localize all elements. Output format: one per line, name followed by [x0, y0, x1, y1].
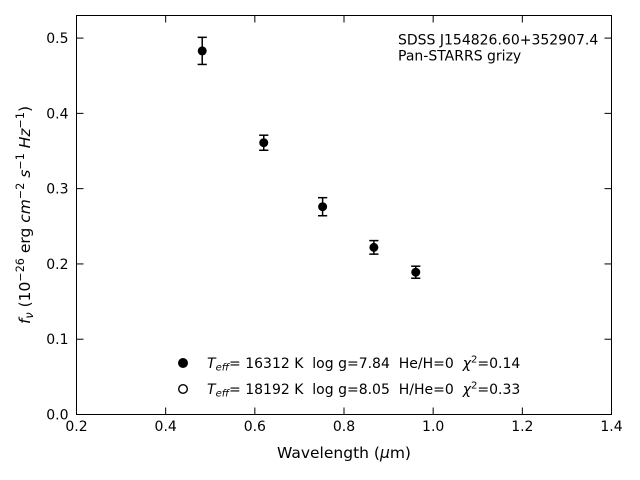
legend-entry-label: Teff= 16312 K log g=7.84 He/H=0 χ2=0.14 — [207, 355, 520, 374]
y-axis: 0.0 0.1 0.2 0.3 0.4 0.5 — [46, 31, 612, 424]
legend-entry: Teff= 16312 K log g=7.84 He/H=0 χ2=0.14 — [178, 355, 520, 374]
x-tick-label: 0.8 — [333, 419, 355, 435]
x-tick-label: 1.0 — [422, 419, 444, 435]
filled-circle-marker — [318, 202, 328, 212]
data-point — [197, 36, 207, 66]
annotation-object-name: SDSS J154826.60+352907.4 — [398, 33, 598, 49]
x-tick-label: 0.6 — [244, 419, 266, 435]
legend-entry: Teff= 18192 K log g=8.05 H/He=0 χ2=0.33 — [177, 381, 520, 400]
y-tick-label: 0.5 — [46, 31, 68, 47]
legend-entry-label: Teff= 18192 K log g=8.05 H/He=0 χ2=0.33 — [207, 381, 520, 400]
data-point — [259, 134, 269, 152]
y-tick-label: 0.3 — [46, 182, 68, 198]
x-tick-label: 0.4 — [155, 419, 177, 435]
y-tick-label: 0.1 — [46, 332, 68, 348]
filled-circle-marker — [369, 242, 379, 252]
x-tick-label: 1.2 — [511, 419, 533, 435]
data-point — [411, 265, 421, 279]
filled-circle-marker — [259, 138, 269, 148]
y-tick-label: 0.0 — [46, 408, 68, 424]
x-axis-label: Wavelength (μm) — [277, 444, 411, 462]
filled-circle-marker — [197, 46, 207, 56]
plot-frame — [76, 15, 612, 415]
x-tick-label: 0.2 — [65, 419, 87, 435]
filled-circle-marker — [411, 267, 421, 277]
annotation-survey-name: Pan-STARRS grizy — [398, 49, 521, 65]
y-tick-label: 0.4 — [46, 106, 68, 122]
data-point — [318, 196, 328, 217]
data-series — [197, 36, 421, 279]
y-axis-label: fν (10−26 erg cm−2 s−1 Hz−1) — [14, 106, 36, 324]
open-circle-icon — [177, 384, 188, 395]
filled-circle-icon — [178, 358, 188, 368]
data-point — [369, 239, 379, 255]
x-axis: 0.2 0.4 0.6 0.8 1.0 1.2 1.4 — [65, 15, 623, 435]
x-tick-label: 1.4 — [600, 419, 622, 435]
legend: Teff= 16312 K log g=7.84 He/H=0 χ2=0.14 T… — [177, 355, 520, 400]
y-tick-label: 0.2 — [46, 257, 68, 273]
